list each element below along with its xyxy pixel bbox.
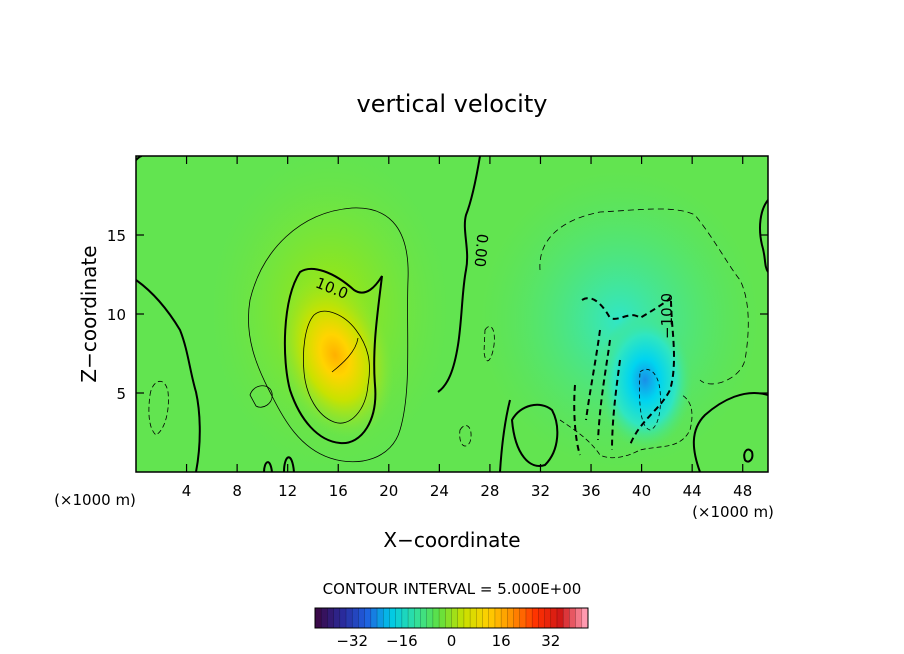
colorbar-cell	[383, 608, 390, 628]
y-tick-label: 5	[116, 385, 126, 403]
colorbar	[314, 608, 589, 628]
x-tick-label: 36	[581, 482, 600, 500]
x-tick-label: 8	[232, 482, 242, 500]
colorbar-ticks: −32 −16 0 16 32	[336, 632, 560, 650]
x-axis: 4 8 12 16 20 24 28 32 36 40 44 48	[182, 156, 752, 500]
x-tick-label: 24	[430, 482, 449, 500]
colorbar-cell	[563, 608, 570, 628]
colorbar-tick-label: −32	[336, 632, 368, 650]
colorbar-cell	[507, 608, 514, 628]
y-tick-label: 10	[107, 306, 126, 324]
contour-label-zero: 0.00	[471, 233, 492, 268]
colorbar-cell	[315, 608, 322, 628]
y-axis-label: Z−coordinate	[77, 245, 101, 382]
colorbar-cell	[457, 608, 465, 628]
colorbar-cell	[401, 608, 409, 628]
colorbar-cell	[525, 608, 533, 628]
colorbar-cell	[463, 608, 471, 628]
contour-neg5-small-left	[148, 381, 169, 436]
colorbar-cell	[370, 608, 378, 628]
colorbar-tick-label: 0	[447, 632, 457, 650]
colorbar-cell	[501, 608, 508, 628]
colorbar-cell	[333, 608, 341, 628]
colorbar-frame	[314, 607, 589, 629]
colorbar-cell	[364, 608, 372, 628]
downdraft-core	[597, 310, 693, 450]
colorbar-cell	[550, 608, 558, 628]
colorbar-cell	[445, 608, 452, 628]
chart-title: vertical velocity	[357, 90, 548, 118]
colorbar-cell	[414, 608, 421, 628]
contour-interval-label: CONTOUR INTERVAL = 5.000E+00	[323, 580, 582, 598]
colorbar-cell	[321, 608, 328, 628]
colorbar-cell	[569, 608, 576, 628]
colorbar-cell	[470, 608, 477, 628]
x-tick-label: 16	[329, 482, 348, 500]
colorbar-cell	[544, 608, 552, 628]
colorbar-cell	[389, 608, 397, 628]
contour-15-updraft	[303, 310, 370, 424]
colorbar-cell	[488, 608, 496, 628]
x-tick-label: 40	[632, 482, 651, 500]
x-tick-label: 20	[379, 482, 398, 500]
contour-zero-bottom-blips	[263, 456, 295, 472]
contour-label-neg10: −10.0	[658, 293, 676, 339]
x-unit-left: (×1000 m)	[54, 491, 136, 509]
contour-neg10-downdraft	[573, 295, 675, 456]
colorbar-cell	[532, 608, 539, 628]
x-tick-label: 12	[278, 482, 297, 500]
colorbar-cell	[377, 608, 384, 628]
x-tick-label: 44	[683, 482, 702, 500]
contour-neg5-downdraft	[539, 208, 749, 385]
contour-zero-line	[437, 156, 559, 472]
y-axis: 5 10 15	[107, 227, 768, 403]
x-tick-label: 4	[182, 482, 192, 500]
colorbar-cell	[358, 608, 366, 628]
colorbar-tick-label: 16	[492, 632, 511, 650]
contour-neg15-downdraft	[639, 368, 661, 431]
x-tick-label: 32	[531, 482, 550, 500]
colorbar-cell	[575, 608, 583, 628]
colorbar-cell	[420, 608, 428, 628]
x-tick-label: 48	[733, 482, 752, 500]
colorbar-cell	[519, 608, 527, 628]
colorbar-cell	[581, 608, 589, 628]
colorbar-cell	[556, 608, 564, 628]
colorbar-cell	[346, 608, 353, 628]
y-tick-label: 15	[107, 227, 126, 245]
colorbar-tick-label: 32	[541, 632, 560, 650]
colorbar-cell	[352, 608, 359, 628]
x-tick-label: 28	[480, 482, 499, 500]
contour-neg5-mid	[459, 326, 495, 447]
x-axis-label: X−coordinate	[383, 528, 520, 552]
contour-zero-right-edge	[692, 199, 768, 472]
colorbar-cell	[538, 608, 545, 628]
colorbar-cell	[494, 608, 502, 628]
colorbar-cell	[339, 608, 347, 628]
colorbar-cell	[476, 608, 483, 628]
contour-10-updraft	[283, 267, 383, 445]
colorbar-cell	[426, 608, 434, 628]
colorbar-cell	[482, 608, 490, 628]
contour-5-small-blob	[249, 385, 273, 408]
colorbar-cell	[439, 608, 446, 628]
colorbar-cell	[395, 608, 403, 628]
plot-area: 10.0 0.00 −10.0	[136, 156, 768, 472]
colorbar-cell	[432, 608, 440, 628]
colorbar-cell	[513, 608, 521, 628]
colorbar-cell	[451, 608, 459, 628]
colorbar-tick-label: −16	[386, 632, 418, 650]
colorbar-cell	[408, 608, 415, 628]
colorbar-cell	[327, 608, 335, 628]
updraft-core	[276, 272, 394, 438]
x-unit-right: (×1000 m)	[692, 503, 774, 521]
